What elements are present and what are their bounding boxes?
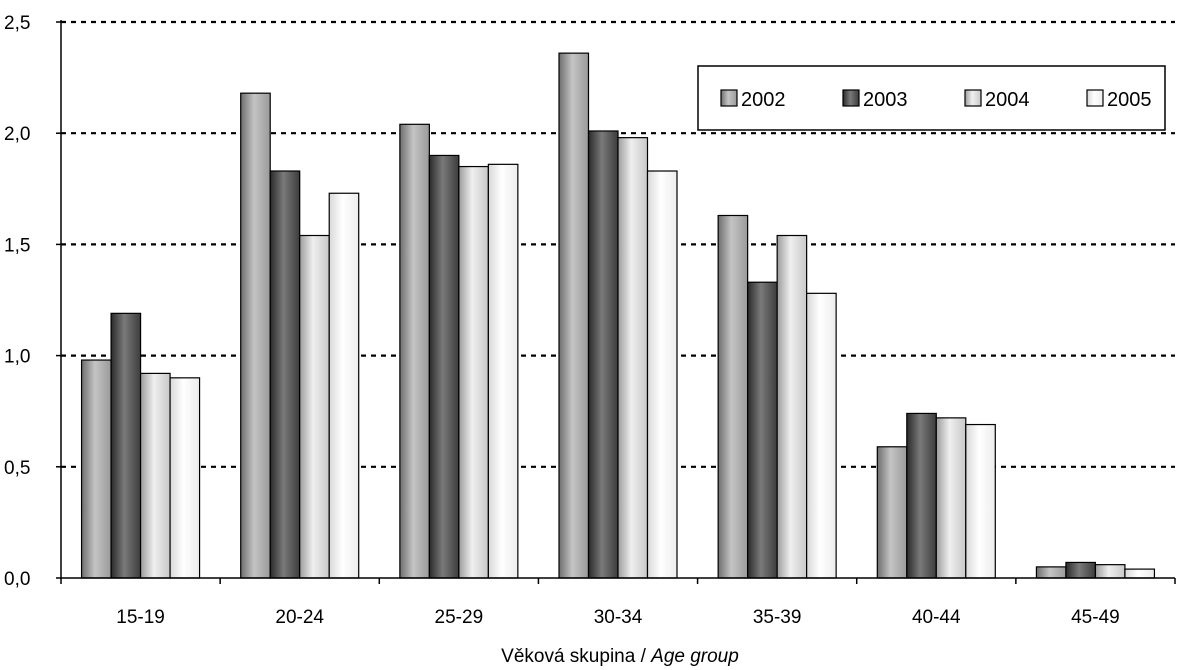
x-axis-title: Věková skupina / Age group [501, 646, 739, 667]
y-tick-label: 2,5 [4, 13, 30, 34]
y-tick-label: 0,0 [4, 569, 30, 590]
bar-2003-35-39 [747, 281, 778, 579]
bar-2005-30-34 [646, 170, 678, 579]
bar-2002-40-44 [876, 446, 908, 579]
bar-2003-25-29 [428, 154, 460, 579]
x-axis-title-italic: Age group [650, 646, 739, 667]
bar-2002-35-39 [717, 214, 749, 579]
bar-2002-25-29 [399, 123, 430, 579]
legend-label-2005: 2005 [1107, 89, 1152, 111]
bar-2002-45-49 [1035, 566, 1067, 579]
tick-labels: 0,0 0,5 1,0 1,5 2,0 2,5 15-19 20-24 25-29 30-34 35… [4, 13, 1120, 628]
x-tick-label: 15-19 [116, 607, 165, 628]
legend-swatch-2002 [720, 89, 738, 107]
legend-swatch-2005 [1086, 89, 1104, 107]
y-tick-label: 1,0 [4, 347, 30, 368]
x-tick-label: 30-34 [594, 607, 643, 628]
bar-2003-40-44 [906, 412, 937, 579]
y-tick-label: 0,5 [4, 458, 30, 479]
bar-2005-20-24 [328, 192, 360, 579]
y-tick-label: 1,5 [4, 235, 30, 256]
legend-label-2002: 2002 [741, 89, 786, 111]
legend: 2002 2003 2004 2005 [697, 65, 1166, 131]
bar-2005-40-44 [965, 423, 996, 579]
legend-label-2004: 2004 [985, 89, 1030, 111]
bar-2004-20-24 [299, 234, 330, 579]
legend-swatch-2004 [964, 89, 982, 107]
x-tick-label: 45-49 [1071, 607, 1120, 628]
bar-2003-45-49 [1065, 561, 1097, 579]
bar-2004-40-44 [935, 417, 967, 579]
bar-2002-30-34 [558, 52, 590, 579]
bar-2005-45-49 [1124, 568, 1156, 579]
x-tick-label: 35-39 [753, 607, 802, 628]
bar-2005-25-29 [487, 163, 519, 579]
bar-2004-15-19 [139, 372, 171, 579]
legend-label-2003: 2003 [863, 89, 908, 111]
x-tick-label: 25-29 [435, 607, 484, 628]
bar-2004-30-34 [617, 137, 649, 579]
axes [56, 20, 1176, 584]
bars [80, 52, 1156, 579]
bar-2004-35-39 [776, 234, 808, 579]
x-axis-title-plain: Věková skupina / [501, 646, 651, 667]
bar-2002-20-24 [240, 92, 271, 579]
bar-2003-20-24 [269, 170, 301, 579]
bar-2005-15-19 [169, 377, 201, 579]
bar-2004-25-29 [458, 165, 489, 579]
bar-2005-35-39 [806, 292, 837, 579]
bar-2002-15-19 [80, 359, 112, 579]
bar-2003-30-34 [587, 130, 619, 579]
x-tick-label: 40-44 [912, 607, 961, 628]
legend-swatch-2003 [842, 89, 860, 107]
x-tick-label: 20-24 [275, 607, 324, 628]
bar-2003-15-19 [110, 312, 142, 579]
bar-2004-45-49 [1094, 564, 1126, 579]
y-tick-label: 2,0 [4, 124, 30, 145]
